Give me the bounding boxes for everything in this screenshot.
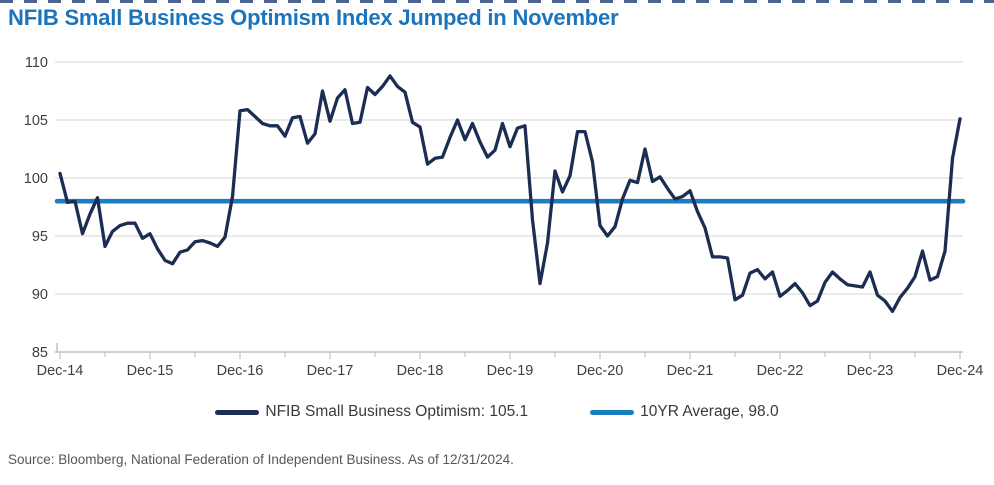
y-axis-tick-label: 85	[32, 345, 48, 361]
y-axis-tick-label: 90	[32, 287, 48, 303]
x-axis-tick-label: Dec-23	[847, 363, 894, 379]
x-axis-tick-label: Dec-16	[217, 363, 264, 379]
x-axis-tick-label: Dec-18	[397, 363, 444, 379]
y-axis-tick-label: 100	[24, 171, 48, 187]
source-text: Source: Bloomberg, National Federation o…	[8, 452, 514, 467]
x-axis-tick-label: Dec-22	[757, 363, 804, 379]
line-chart: 85 90 95 100 105 110 Dec-14 Dec-15 Dec-16 Dec-17 D…	[24, 55, 984, 379]
blue-line-swatch-icon	[590, 409, 635, 415]
x-axis-tick-label: Dec-14	[37, 363, 84, 379]
legend-item-nfib: NFIB Small Business Optimism: 105.1	[215, 403, 528, 421]
nfib-optimism-line	[58, 74, 962, 314]
dashed-top-border	[0, 0, 994, 3]
navy-line-swatch-icon	[215, 409, 260, 415]
x-axis-tick-label: Dec-19	[487, 363, 534, 379]
x-axis-tick-label: Dec-15	[127, 363, 174, 379]
legend-label-average: 10YR Average, 98.0	[640, 403, 779, 420]
x-axis-tick-label: Dec-17	[307, 363, 354, 379]
x-axis-tick-label: Dec-21	[667, 363, 714, 379]
y-axis-tick-label: 105	[24, 113, 48, 129]
y-axis-tick-label: 95	[32, 229, 48, 245]
chart-legend: NFIB Small Business Optimism: 105.1 10YR…	[0, 398, 994, 426]
x-axis-tick-label: Dec-20	[577, 363, 624, 379]
page-title: NFIB Small Business Optimism Index Jumpe…	[8, 5, 619, 30]
legend-item-average: 10YR Average, 98.0	[590, 403, 779, 421]
x-axis-tick-label: Dec-24	[937, 363, 984, 379]
y-axis-tick-label: 110	[25, 55, 48, 71]
legend-label-nfib: NFIB Small Business Optimism: 105.1	[265, 403, 529, 420]
